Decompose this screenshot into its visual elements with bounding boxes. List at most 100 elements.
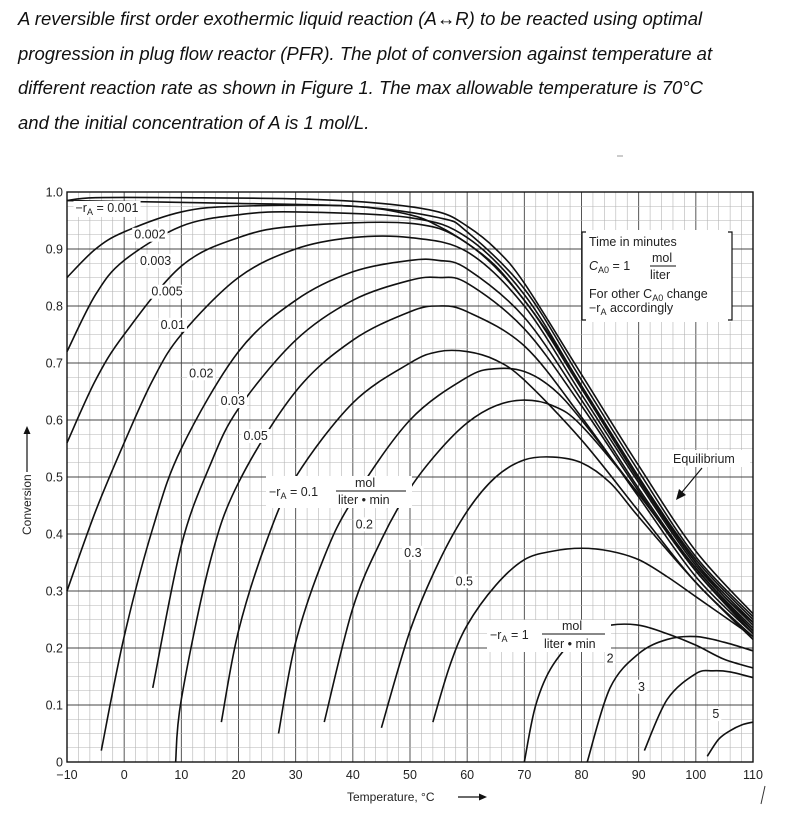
x-tick-label: 40 <box>346 768 360 782</box>
x-tick-label: 100 <box>685 768 706 782</box>
legend-cao-symbol: CA0 = 1 <box>589 259 630 275</box>
problem-line-2: progression in plug flow reactor (PFR). … <box>18 42 713 64</box>
curve-label: 0.3 <box>402 545 424 560</box>
rate-curve-8 <box>220 349 754 723</box>
curve-label-text: 0.003 <box>140 254 171 268</box>
curve-label-bg <box>402 545 424 560</box>
curve-label-text: 0.05 <box>243 429 267 443</box>
x-tick-label: 60 <box>460 768 474 782</box>
y-tick-label: 0.2 <box>46 642 63 656</box>
rate-label-0-1: −rA = 0.1 mol liter • min <box>266 476 412 508</box>
problem-statement: A reversible first order exothermic liqu… <box>18 2 788 140</box>
rate-label-1: −rA = 1 mol liter • min <box>487 619 611 652</box>
problem-line-3: different reaction rate as shown in Figu… <box>18 77 704 98</box>
curve-label: 5 <box>710 707 722 722</box>
curve-label-bg <box>353 517 375 532</box>
y-tick-label: 0.5 <box>46 471 63 485</box>
y-tick-label: 0.1 <box>46 699 63 713</box>
curve-label-text: 3 <box>638 680 645 694</box>
curve-label-text: 5 <box>712 707 719 721</box>
curve-label-text: 0.02 <box>189 366 213 380</box>
rate-curves <box>66 196 754 763</box>
x-tick-label: 30 <box>289 768 303 782</box>
legend-cao-numerator: mol <box>652 251 672 265</box>
curve-label-text: 0.005 <box>151 285 182 299</box>
rate-curve-15 <box>643 669 754 751</box>
x-axis-arrowhead <box>479 793 487 801</box>
curve-label-text: 0.002 <box>134 228 165 242</box>
curve-labels: −rA = 0.001 0.002 0.003 0.005 0.01 0.02 0.03 0.… <box>73 200 722 722</box>
chart-grid <box>66 191 754 763</box>
rate-curve-4 <box>66 235 754 626</box>
x-tick-label: 20 <box>232 768 246 782</box>
y-tick-label: 1.0 <box>46 186 63 200</box>
legend-cao-denominator: liter <box>650 268 670 282</box>
rate-curve-6 <box>151 276 754 689</box>
rate-curve-13 <box>523 623 754 763</box>
curve-label-bg <box>453 574 476 589</box>
curve-label-bg <box>218 394 247 409</box>
rate-curve-7 <box>174 305 754 763</box>
x-tick-label: 70 <box>517 768 531 782</box>
axis-ticks: −10 0 10 20 30 40 50 60 70 80 90 100 11000.10.20.30.… <box>46 186 763 783</box>
x-tick-label: 50 <box>403 768 417 782</box>
curve-label-bg <box>73 200 141 217</box>
curve-label: 0.2 <box>353 517 375 532</box>
rate-0-1-numerator: mol <box>355 476 375 490</box>
x-tick-label: 80 <box>575 768 589 782</box>
rate-curve-0 <box>66 196 754 615</box>
y-tick-label: 0.6 <box>46 414 63 428</box>
rate-0-1-denominator: liter • min <box>338 493 390 507</box>
curve-label-bg <box>187 366 216 381</box>
curve-label-bg <box>149 284 185 299</box>
curve-label-text: 0.2 <box>356 517 373 531</box>
rate-curve-3 <box>66 221 754 623</box>
curve-label-bg <box>132 227 168 242</box>
curve-label: 0.05 <box>241 428 270 443</box>
x-tick-label: 90 <box>632 768 646 782</box>
y-tick-label: 0 <box>56 756 63 770</box>
y-axis-title: Conversion <box>20 474 34 535</box>
curve-label-bg <box>604 651 616 666</box>
equilibrium-curve <box>66 199 754 623</box>
x-axis-title: Temperature, °C <box>347 790 435 804</box>
rate-curve-9 <box>277 367 754 734</box>
curve-label: 2 <box>604 651 616 666</box>
rate-curve-5 <box>100 258 754 751</box>
rate-0-1-lhs: −rA = 0.1 <box>269 485 318 501</box>
curve-label: 0.002 <box>132 227 168 242</box>
plot-frame <box>66 191 754 763</box>
problem-line-1: A reversible first order exothermic liqu… <box>18 8 703 29</box>
curve-label-bg <box>710 707 722 722</box>
y-tick-label: 0.7 <box>46 357 63 371</box>
rate-curve-12 <box>432 547 754 723</box>
curve-label-text: 0.3 <box>404 546 421 560</box>
x-tick-label: 0 <box>121 768 128 782</box>
curve-label-bg <box>137 253 174 268</box>
y-tick-label: 0.4 <box>46 528 63 542</box>
stray-mark <box>760 785 766 805</box>
curve-label-text: −rA = 0.001 <box>76 201 139 217</box>
rate-curve-10 <box>323 399 754 723</box>
x-tick-label: −10 <box>56 768 77 782</box>
curve-label-bg <box>636 679 648 694</box>
legend-change-text: −rA accordingly <box>589 301 674 317</box>
problem-line-4: and the initial concentration of A is 1 … <box>18 111 370 133</box>
y-axis-arrowhead <box>23 426 31 434</box>
y-tick-label: 0.8 <box>46 300 63 314</box>
curve-label-text: 0.01 <box>161 318 185 332</box>
x-tick-label: 110 <box>743 768 763 782</box>
y-tick-label: 0.3 <box>46 585 63 599</box>
x-tick-label: 10 <box>174 768 188 782</box>
rate-curve-1 <box>66 204 754 618</box>
equilibrium-arrowhead <box>676 489 686 500</box>
rate-1-numerator: mol <box>562 619 582 633</box>
legend-box: Time in minutes CA0 = 1 mol liter For ot… <box>581 230 733 322</box>
equilibrium-label: Equilibrium <box>673 452 735 466</box>
curve-label-bg <box>158 317 187 332</box>
curve-label: 0.02 <box>187 366 216 381</box>
curve-label-bg <box>241 428 270 443</box>
rate-1-denominator: liter • min <box>544 637 596 651</box>
rate-1-lhs: −rA = 1 <box>490 628 529 644</box>
